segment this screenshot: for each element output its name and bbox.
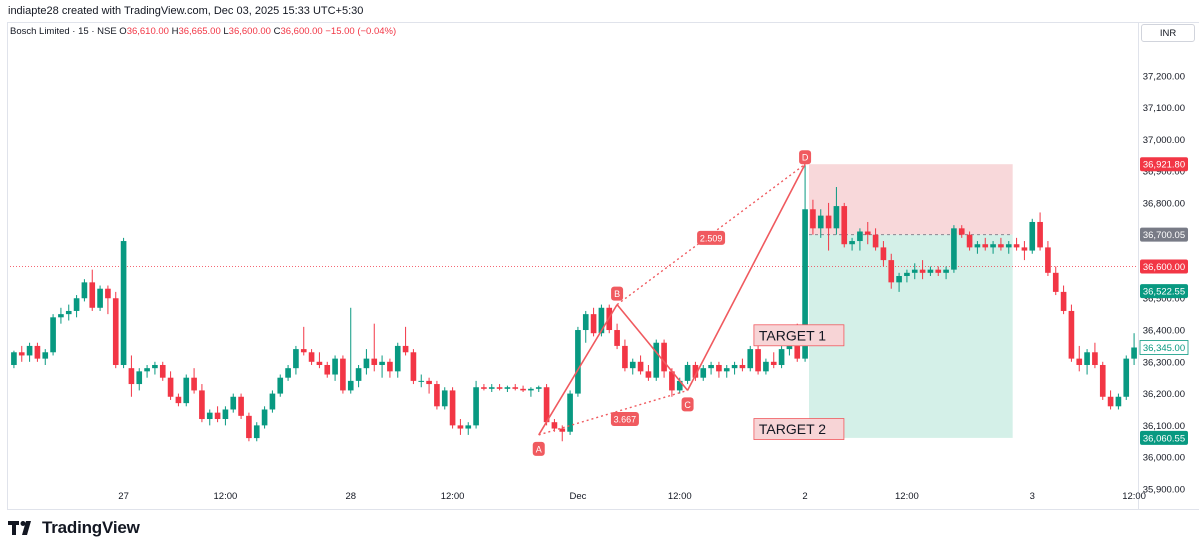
tradingview-logo[interactable]: TradingView [8, 518, 140, 538]
low-label: L [223, 26, 229, 37]
high-value: 36,665.00 [178, 26, 221, 37]
high-label: H [171, 26, 179, 37]
close-value: 36,600.00 [280, 26, 323, 37]
tradingview-mark-icon [8, 521, 31, 535]
brand-text: TradingView [42, 518, 140, 537]
symbol-ohlc-legend[interactable]: Bosch Limited · 15 · NSE O36,610.00 H36,… [10, 26, 396, 37]
close-label: C [273, 26, 281, 37]
currency-button[interactable]: INR [1141, 24, 1195, 42]
author-caption: indiapte28 created with TradingView.com,… [8, 5, 364, 17]
price-scale[interactable] [1139, 22, 1199, 510]
open-label: O [119, 26, 127, 37]
footer: TradingView [8, 516, 140, 540]
symbol-name[interactable]: Bosch Limited · 15 · NSE [10, 26, 117, 37]
top-bar: indiapte28 created with TradingView.com,… [0, 0, 1199, 22]
chart-pane-frame[interactable] [7, 22, 1139, 510]
open-value: 36,610.00 [126, 26, 169, 37]
change-value: −15.00 (−0.04%) [325, 26, 397, 37]
low-value: 36,600.00 [228, 26, 271, 37]
